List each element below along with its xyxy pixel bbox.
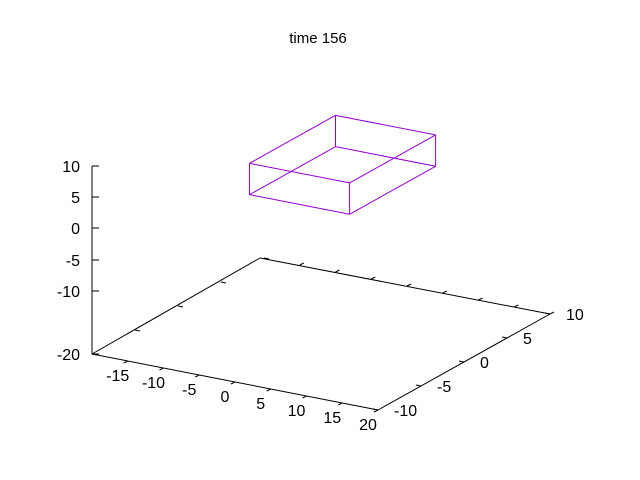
x-mirror-tick	[371, 276, 376, 280]
box-edge	[335, 146, 436, 167]
back-y-edge	[259, 257, 551, 315]
y-mirror-tick	[220, 281, 227, 284]
x-tick	[230, 381, 236, 385]
y-tick-label: 10	[566, 307, 584, 324]
z-tick-label: 10	[62, 159, 80, 176]
x-tick-label: 5	[256, 396, 265, 413]
x-mirror-tick	[549, 311, 555, 315]
x-mirror-tick	[406, 283, 412, 287]
y-tick	[415, 384, 422, 387]
x-tick-label: 10	[288, 403, 306, 420]
x-tick-label: 15	[323, 410, 341, 427]
x-mirror-tick	[299, 262, 304, 266]
x-mirror-tick	[478, 297, 483, 301]
x-tick	[302, 395, 307, 399]
z-tick-label: 5	[71, 190, 80, 207]
y-mirror-tick	[177, 305, 184, 308]
box-edge	[249, 162, 350, 184]
z-tick-label: -10	[57, 284, 80, 301]
box-edge	[249, 114, 336, 164]
x-tick	[159, 367, 164, 371]
y-tick-label: 0	[480, 355, 489, 372]
z-tick-label: -5	[66, 253, 80, 270]
x-tick	[195, 374, 200, 378]
y-tick	[501, 336, 508, 339]
z-tick-label: -20	[57, 347, 80, 364]
ticks	[91, 165, 555, 413]
back-x-edge	[91, 257, 261, 355]
x-tick	[123, 360, 128, 364]
y-tick	[372, 408, 379, 411]
y-tick-label: 5	[523, 331, 532, 348]
y-tick-label: -10	[394, 403, 417, 420]
x-tick	[266, 388, 271, 392]
x-mirror-tick	[335, 269, 340, 273]
box-edge	[249, 146, 336, 196]
box-edge	[349, 134, 436, 184]
data-box	[249, 114, 437, 215]
y-tick-label: -5	[437, 379, 451, 396]
box-edge	[249, 194, 350, 215]
z-tick-label: 0	[71, 221, 80, 238]
y-tick	[544, 312, 551, 315]
axes	[91, 166, 551, 411]
x-mirror-tick	[514, 304, 519, 308]
x-tick-label: 20	[359, 417, 377, 434]
x-tick	[338, 402, 343, 406]
box-edge	[349, 165, 436, 215]
tick-labels: -15 -10 -5 0 5 10 15 20 -10 -5 0 5 10 10 5 0 -5 -10 -20	[57, 159, 584, 434]
y-mirror-tick	[263, 257, 270, 260]
x-tick-label: -5	[182, 382, 196, 399]
y-tick	[458, 360, 465, 363]
x-tick-label: -15	[106, 368, 129, 385]
x-tick-label: 0	[221, 389, 230, 406]
x-mirror-tick	[442, 290, 447, 294]
chart-title: time 156	[289, 30, 347, 47]
box-edge	[335, 114, 436, 136]
y-mirror-tick	[134, 329, 141, 332]
x-tick-label: -10	[142, 375, 165, 392]
